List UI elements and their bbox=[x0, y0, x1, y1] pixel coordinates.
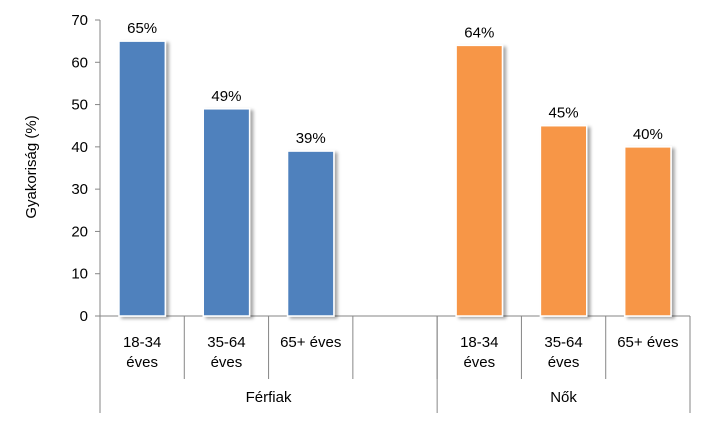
x-category-label: 35-64 bbox=[207, 334, 245, 351]
y-tick-label: 30 bbox=[71, 181, 88, 198]
bar bbox=[623, 146, 672, 317]
x-category-label: éves bbox=[463, 354, 495, 371]
y-tick-label: 70 bbox=[71, 12, 88, 29]
x-category-label: 65+ éves bbox=[617, 334, 678, 351]
data-label: 45% bbox=[549, 105, 579, 122]
y-tick-label: 0 bbox=[80, 308, 88, 325]
bar bbox=[539, 124, 588, 317]
y-tick-label: 60 bbox=[71, 54, 88, 71]
data-label: 40% bbox=[633, 126, 663, 143]
x-category-label: 35-64 bbox=[544, 334, 582, 351]
category-labels: 18-34 éves 35-64 éves 65+ éves Férfiak 18-34 év… bbox=[123, 334, 679, 406]
x-category-label: 65+ éves bbox=[280, 334, 341, 351]
x-group-label: Nők bbox=[550, 389, 577, 406]
x-category-label: éves bbox=[126, 354, 158, 371]
bar bbox=[455, 44, 504, 317]
data-label: 65% bbox=[127, 20, 157, 37]
y-tick-label: 50 bbox=[71, 97, 88, 114]
y-tick-label: 20 bbox=[71, 223, 88, 240]
x-group-label: Férfiak bbox=[246, 389, 292, 406]
data-label: 39% bbox=[296, 130, 326, 147]
x-category-label: 18-34 bbox=[123, 334, 161, 351]
y-tick-label: 10 bbox=[71, 266, 88, 283]
bars: 65% 49% 39% 64% 45% 40% bbox=[118, 20, 672, 317]
x-category-label: 18-34 bbox=[460, 334, 498, 351]
y-axis-label: Gyakoriság (%) bbox=[23, 115, 40, 218]
bar bbox=[118, 40, 167, 317]
x-category-label: éves bbox=[211, 354, 243, 371]
bar bbox=[202, 108, 251, 317]
y-tick-label: 40 bbox=[71, 139, 88, 156]
data-label: 49% bbox=[211, 88, 241, 105]
bar bbox=[286, 150, 335, 317]
data-label: 64% bbox=[464, 24, 494, 41]
axes: 0 10 20 30 40 50 60 70 bbox=[71, 12, 691, 413]
x-category-label: éves bbox=[548, 354, 580, 371]
